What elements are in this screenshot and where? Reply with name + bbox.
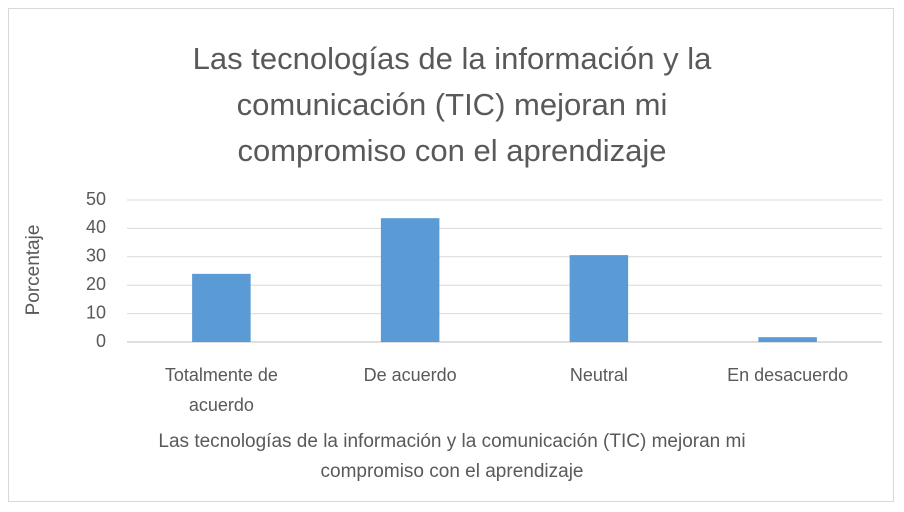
bar	[380, 218, 440, 342]
x-tick-label: De acuerdo	[363, 365, 457, 385]
chart-title: Las tecnologías de la información y la c…	[192, 41, 712, 168]
bar	[192, 273, 251, 342]
x-tick-label: Totalmente de acuerdo	[164, 365, 278, 415]
y-tick-label: 10	[86, 302, 106, 322]
y-axis-label: Porcentaje	[23, 225, 44, 316]
y-tick-label: 40	[86, 217, 106, 237]
y-tick-label: 20	[86, 274, 106, 294]
y-tick-label: 0	[96, 331, 106, 351]
y-tick-label: 50	[86, 189, 106, 209]
bar	[758, 337, 817, 342]
x-tick-label: Neutral	[569, 365, 628, 385]
bar	[569, 255, 629, 342]
x-tick-label: En desacuerdo	[727, 365, 849, 385]
x-axis-label: Las tecnologías de la información y la c…	[158, 431, 746, 482]
chart-border	[8, 8, 894, 502]
y-tick-label: 30	[86, 246, 106, 266]
